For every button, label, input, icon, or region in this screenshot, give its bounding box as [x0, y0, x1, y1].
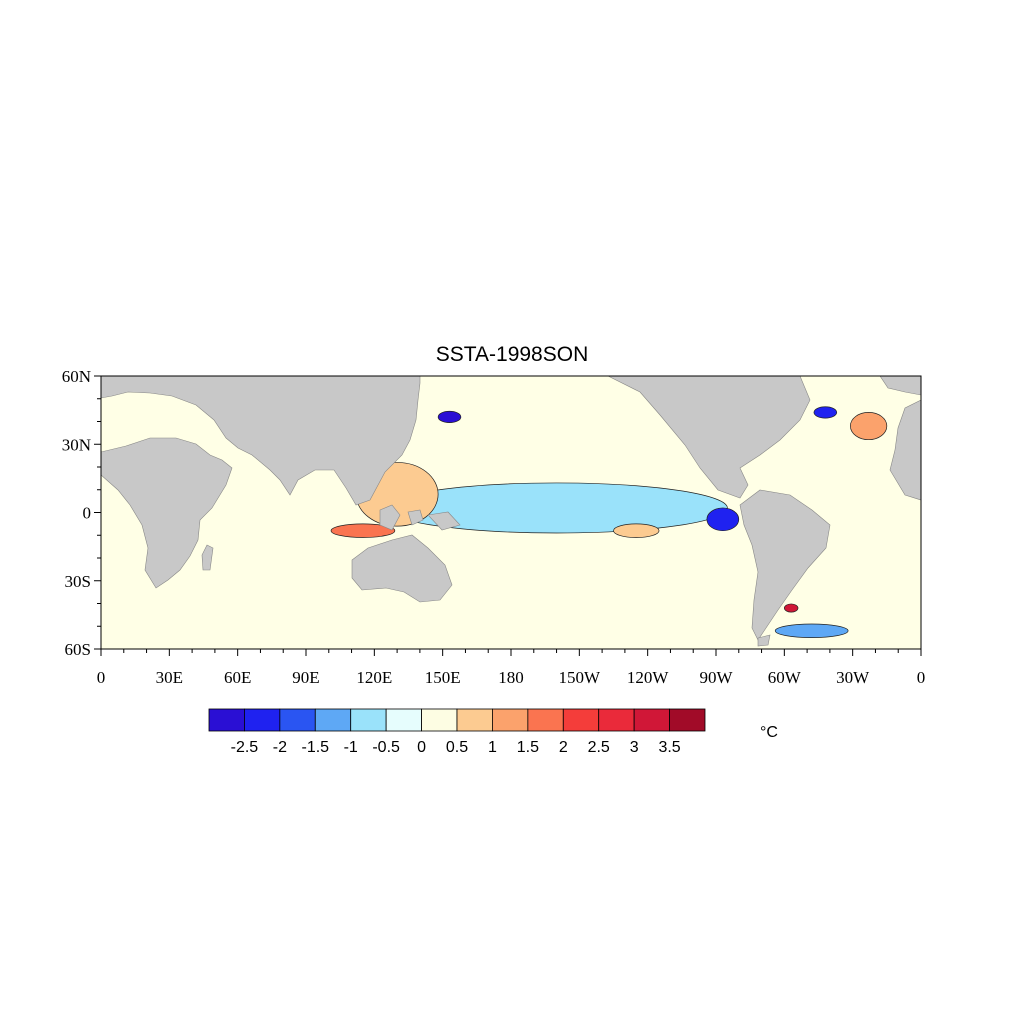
colorbar-swatch — [385, 708, 422, 732]
colorbar-swatch — [633, 708, 670, 732]
colorbar-swatch — [456, 708, 493, 732]
colorbar-swatch — [244, 708, 281, 732]
colorbar-label: -1 — [344, 739, 358, 756]
x-tick-label: 60E — [224, 668, 251, 687]
x-tick-label: 30W — [836, 668, 870, 687]
map-panel — [101, 376, 921, 649]
north-america-land — [607, 376, 811, 499]
colorbar-swatch — [527, 708, 564, 732]
x-tick-label: 180 — [498, 668, 524, 687]
tierra-del-fuego-land — [757, 634, 771, 647]
colorbar-label: 3.5 — [658, 739, 680, 756]
colorbar-label: -1.5 — [301, 739, 329, 756]
colorbar-swatch — [314, 708, 352, 732]
colorbar-label: 0.5 — [446, 739, 468, 756]
europe-west-land — [889, 399, 921, 501]
x-tick-label: 90E — [292, 668, 319, 687]
x-tick-label: 30E — [156, 668, 183, 687]
x-tick-label: 120W — [627, 668, 670, 687]
maritime-continent-land — [379, 504, 461, 531]
colorbar-swatch — [492, 708, 529, 732]
y-axis: 60N 30N 0 30S 60S — [62, 367, 101, 659]
anomaly-kuroshio-cold — [437, 410, 462, 423]
unit-label: °C — [760, 724, 778, 741]
x-tick-label: 0 — [97, 668, 106, 687]
colorbar-swatch — [598, 708, 635, 732]
anomaly-north-atlantic-cold — [813, 406, 838, 419]
colorbar-label: 0 — [417, 739, 426, 756]
colorbar-swatch — [279, 708, 316, 732]
anomaly-south-pacific-warm — [613, 523, 660, 538]
map-title: SSTA-1998SON — [436, 343, 589, 366]
x-tick-label: 90W — [699, 668, 733, 687]
anomaly-south-atlantic-warm — [783, 603, 799, 613]
anomaly-indonesia-warm — [330, 523, 396, 538]
y-tick-label: 30N — [62, 435, 91, 454]
colorbar-label: -2.5 — [231, 739, 259, 756]
madagascar-land — [201, 544, 214, 571]
y-tick-label: 60N — [62, 367, 91, 386]
anomaly-north-atlantic-warm — [850, 412, 888, 441]
colorbar-swatch — [669, 708, 706, 732]
colorbar-swatch — [350, 708, 387, 732]
south-america-land — [739, 489, 831, 641]
colorbar-label: 2 — [559, 739, 568, 756]
colorbar-swatch — [421, 708, 458, 732]
land-masses — [101, 376, 921, 647]
x-tick-label: 150E — [425, 668, 461, 687]
colorbar-label: 2.5 — [588, 739, 610, 756]
y-tick-label: 30S — [65, 572, 91, 591]
colorbar-label: 3 — [630, 739, 639, 756]
colorbar-swatch — [208, 708, 245, 732]
x-tick-label: 0 — [917, 668, 926, 687]
colorbar-label: -2 — [273, 739, 287, 756]
x-tick-label: 120E — [356, 668, 392, 687]
anomaly-southern-ocean-cool — [774, 623, 849, 638]
colorbar-label: 1.5 — [517, 739, 539, 756]
y-tick-label: 60S — [65, 640, 91, 659]
colorbar-label: -0.5 — [372, 739, 400, 756]
x-tick-label: 60W — [768, 668, 802, 687]
australia-land — [351, 534, 453, 603]
africa-land — [101, 437, 233, 589]
eurasia-land — [101, 376, 421, 506]
colorbar: -2.5 -2 -1.5 -1 -0.5 0 0.5 1 1.5 2 2.5 3 3.5 — [208, 708, 706, 756]
anomaly-peru-coast-cold — [706, 507, 740, 532]
x-axis: 0 30E 60E 90E 120E 150E 180 150W 120W 90W 60W 30W 0 — [97, 649, 926, 687]
x-tick-label: 150W — [559, 668, 602, 687]
colorbar-swatch — [562, 708, 600, 732]
greenland-land — [879, 376, 921, 396]
y-tick-label: 0 — [83, 504, 92, 523]
colorbar-label: 1 — [488, 739, 497, 756]
